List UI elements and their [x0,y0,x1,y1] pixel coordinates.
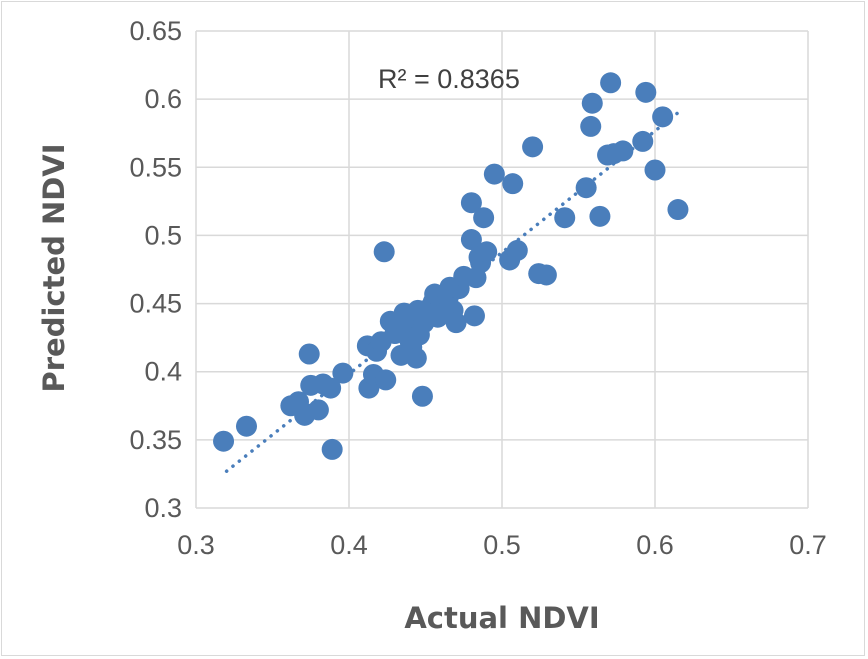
x-tick-label-1: 0.4 [330,530,368,560]
y-tick-label-1: 0.35 [129,425,182,455]
data-point-56 [506,239,528,261]
data-point-55 [502,173,524,195]
data-point-46 [460,192,482,214]
y-tick-label-3: 0.45 [129,289,182,319]
data-point-51 [473,207,495,229]
x-tick-label-0: 0.3 [177,530,215,560]
data-point-70 [635,81,657,103]
data-point-10 [321,438,343,460]
data-point-62 [580,115,602,137]
x-tick-label-2: 0.5 [483,530,521,560]
y-tick-label-2: 0.4 [144,357,182,387]
data-point-17 [373,241,395,263]
data-point-72 [652,106,674,128]
y-tick-label-4: 0.5 [144,220,182,250]
data-point-47 [463,305,485,327]
x-axis-title: Actual NDVI [404,601,599,635]
y-axis-tick-labels: 0.3 0.35 0.4 0.45 0.5 0.55 0.6 0.65 [129,16,182,523]
data-point-30 [411,385,433,407]
gridlines [195,30,809,509]
data-point-7 [307,399,329,421]
y-tick-label-5: 0.55 [129,152,182,182]
data-point-63 [581,92,603,114]
y-axis-title: Predicted NDVI [37,143,71,392]
y-tick-label-7: 0.65 [129,16,182,46]
x-tick-label-4: 0.7 [789,530,827,560]
data-point-69 [632,130,654,152]
y-tick-label-6: 0.6 [144,84,182,114]
data-point-1 [235,415,257,437]
data-point-73 [667,199,689,221]
r-squared-annotation: R² = 0.8365 [378,64,520,94]
data-point-11 [332,362,354,384]
data-point-52 [476,241,498,263]
x-tick-label-3: 0.6 [636,530,674,560]
data-point-0 [213,430,235,452]
data-point-64 [589,205,611,227]
data-points [213,72,689,460]
data-point-59 [535,264,557,286]
data-point-6 [298,343,320,365]
data-point-9 [320,377,342,399]
data-point-57 [522,136,544,158]
data-point-18 [375,369,397,391]
data-point-71 [644,159,666,181]
data-point-68 [612,140,634,162]
data-point-42 [445,312,467,334]
data-point-27 [405,347,427,369]
y-tick-label-0: 0.3 [144,493,182,523]
x-axis-tick-labels: 0.3 0.4 0.5 0.6 0.7 [177,530,827,560]
data-point-61 [575,177,597,199]
data-point-60 [554,207,576,229]
data-point-53 [483,163,505,185]
data-point-66 [600,72,622,94]
data-point-45 [460,229,482,251]
